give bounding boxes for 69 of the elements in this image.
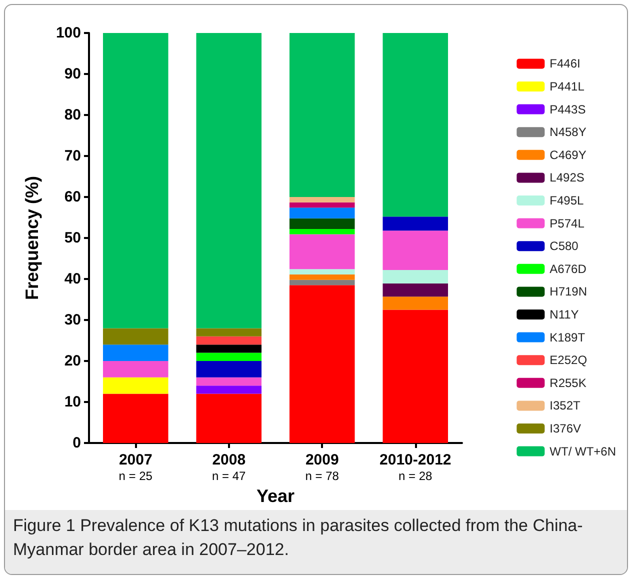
bar [102, 394, 168, 443]
y-tick-label: 40 [64, 270, 81, 288]
bar [289, 234, 355, 270]
legend-label: A676D [550, 262, 587, 276]
bar [102, 344, 168, 361]
bar [382, 310, 448, 443]
bar [196, 386, 262, 394]
legend-label: WT/ WT+6N [550, 444, 616, 458]
x-tick-label: 2010-2012 n = 28 [380, 452, 452, 483]
legend-label: P443S [550, 102, 586, 116]
bar [102, 328, 168, 345]
bar [102, 33, 168, 328]
legend-label: F495L [550, 194, 584, 208]
legend-label: E252Q [550, 353, 588, 368]
legend-label: C469Y [550, 148, 586, 162]
bar [289, 269, 355, 274]
legend-label: H719N [550, 284, 588, 299]
y-tick-label: 70 [64, 148, 81, 164]
legend-label: I352T [550, 398, 582, 413]
y-axis-title: Frequency (%) [22, 176, 42, 300]
y-tick-label: 100 [56, 24, 81, 42]
y-tick-label: 90 [64, 66, 81, 82]
y-tick-label: 50 [64, 230, 81, 246]
bar [382, 270, 448, 284]
bar [196, 394, 262, 443]
legend-label: N458Y [550, 125, 586, 140]
bar [382, 33, 448, 217]
legend-label: P441L [550, 80, 585, 94]
x-tick-label: 2007 n = 25 [118, 452, 153, 483]
bar [289, 285, 355, 443]
legend-label: P574L [550, 216, 585, 230]
bar [382, 296, 448, 310]
legend-label: K189T [550, 330, 586, 344]
bar [196, 336, 262, 345]
bar [289, 218, 355, 229]
legend-label: F446I [550, 56, 580, 71]
bar [382, 216, 448, 231]
bar [196, 33, 262, 328]
x-tick-label: 2009 n = 78 [305, 452, 340, 483]
y-tick-label: 80 [64, 106, 81, 124]
x-axis-title: Year [256, 486, 295, 506]
bar [196, 352, 262, 361]
bar [196, 328, 262, 336]
y-tick-label: 20 [64, 352, 81, 370]
bar [102, 361, 168, 378]
bar [289, 202, 355, 208]
bar [289, 280, 355, 286]
caption: Figure 1 Prevalence of K13 mutations in parasites collected from the China-Myanmar border area in 2007–2012. [13, 515, 584, 561]
legend-label: R255K [550, 376, 586, 390]
bar [102, 377, 168, 394]
y-tick-label: 0 [72, 434, 81, 452]
bar [289, 274, 355, 280]
bar [196, 361, 262, 378]
bar [196, 344, 262, 353]
y-tick-label: 10 [64, 394, 81, 410]
legend-label: L492S [550, 170, 584, 185]
bar [289, 33, 355, 197]
legend-label: C580 [550, 239, 579, 254]
bar [289, 228, 355, 234]
y-tick-label: 60 [64, 188, 81, 206]
bar [382, 230, 448, 270]
legend-label: I376V [550, 422, 582, 436]
x-tick-label: 2008 n = 47 [212, 452, 246, 483]
bar [289, 197, 355, 202]
bar [289, 208, 355, 218]
bar [382, 284, 448, 297]
y-tick-label: 30 [64, 312, 81, 328]
bar [196, 377, 262, 386]
legend-label: N11Y [550, 308, 579, 322]
